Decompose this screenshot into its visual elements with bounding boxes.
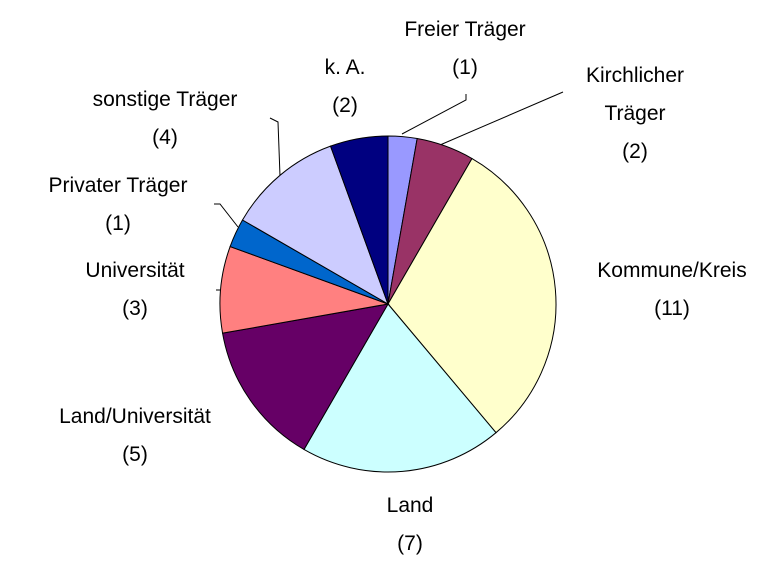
category-label: Land (386, 494, 434, 517)
pie-slice (329, 135, 389, 305)
slice-label: Land/Universität (5) (59, 398, 211, 474)
value-label: (5) (122, 443, 148, 466)
category-label: sonstige Träger (92, 88, 238, 111)
slice-label: k. A. (2) (325, 49, 366, 125)
pie-slice (221, 303, 389, 451)
category-label: Kirchlicher Träger (585, 64, 685, 125)
leader-lines (214, 91, 564, 291)
category-label: Kommune/Kreis (597, 259, 747, 282)
category-label: Privater Träger (48, 174, 188, 197)
value-label: (3) (122, 297, 148, 320)
slice-label: Land (7) (387, 487, 434, 563)
pie-slice (241, 145, 389, 306)
category-label: Universität (85, 259, 185, 282)
category-label: k. A. (324, 56, 366, 79)
pie-slice (387, 157, 557, 434)
slice-label: sonstige Träger (4) (93, 81, 238, 157)
pie-slice (303, 303, 497, 473)
slice-label: Privater Träger (1) (49, 167, 188, 243)
pie-slice (219, 245, 390, 334)
category-label: Land/Universität (59, 405, 211, 428)
category-label: Freier Träger (404, 18, 526, 41)
value-label: (4) (152, 126, 178, 149)
slice-label: Freier Träger (1) (404, 11, 525, 87)
leader-line (269, 117, 281, 177)
value-label: (2) (332, 94, 358, 117)
leader-line (401, 94, 467, 135)
leader-line (214, 203, 239, 228)
slice-label: Kommune/Kreis (11) (597, 252, 746, 328)
value-label: (7) (397, 532, 423, 555)
value-label: (1) (105, 212, 131, 235)
value-label: (2) (622, 140, 648, 163)
slice-label: Kirchlicher Träger (2) (570, 57, 700, 171)
value-label: (11) (654, 297, 690, 320)
slice-label: Universität (3) (85, 252, 184, 328)
value-label: (1) (452, 56, 478, 79)
leader-line (439, 91, 564, 146)
